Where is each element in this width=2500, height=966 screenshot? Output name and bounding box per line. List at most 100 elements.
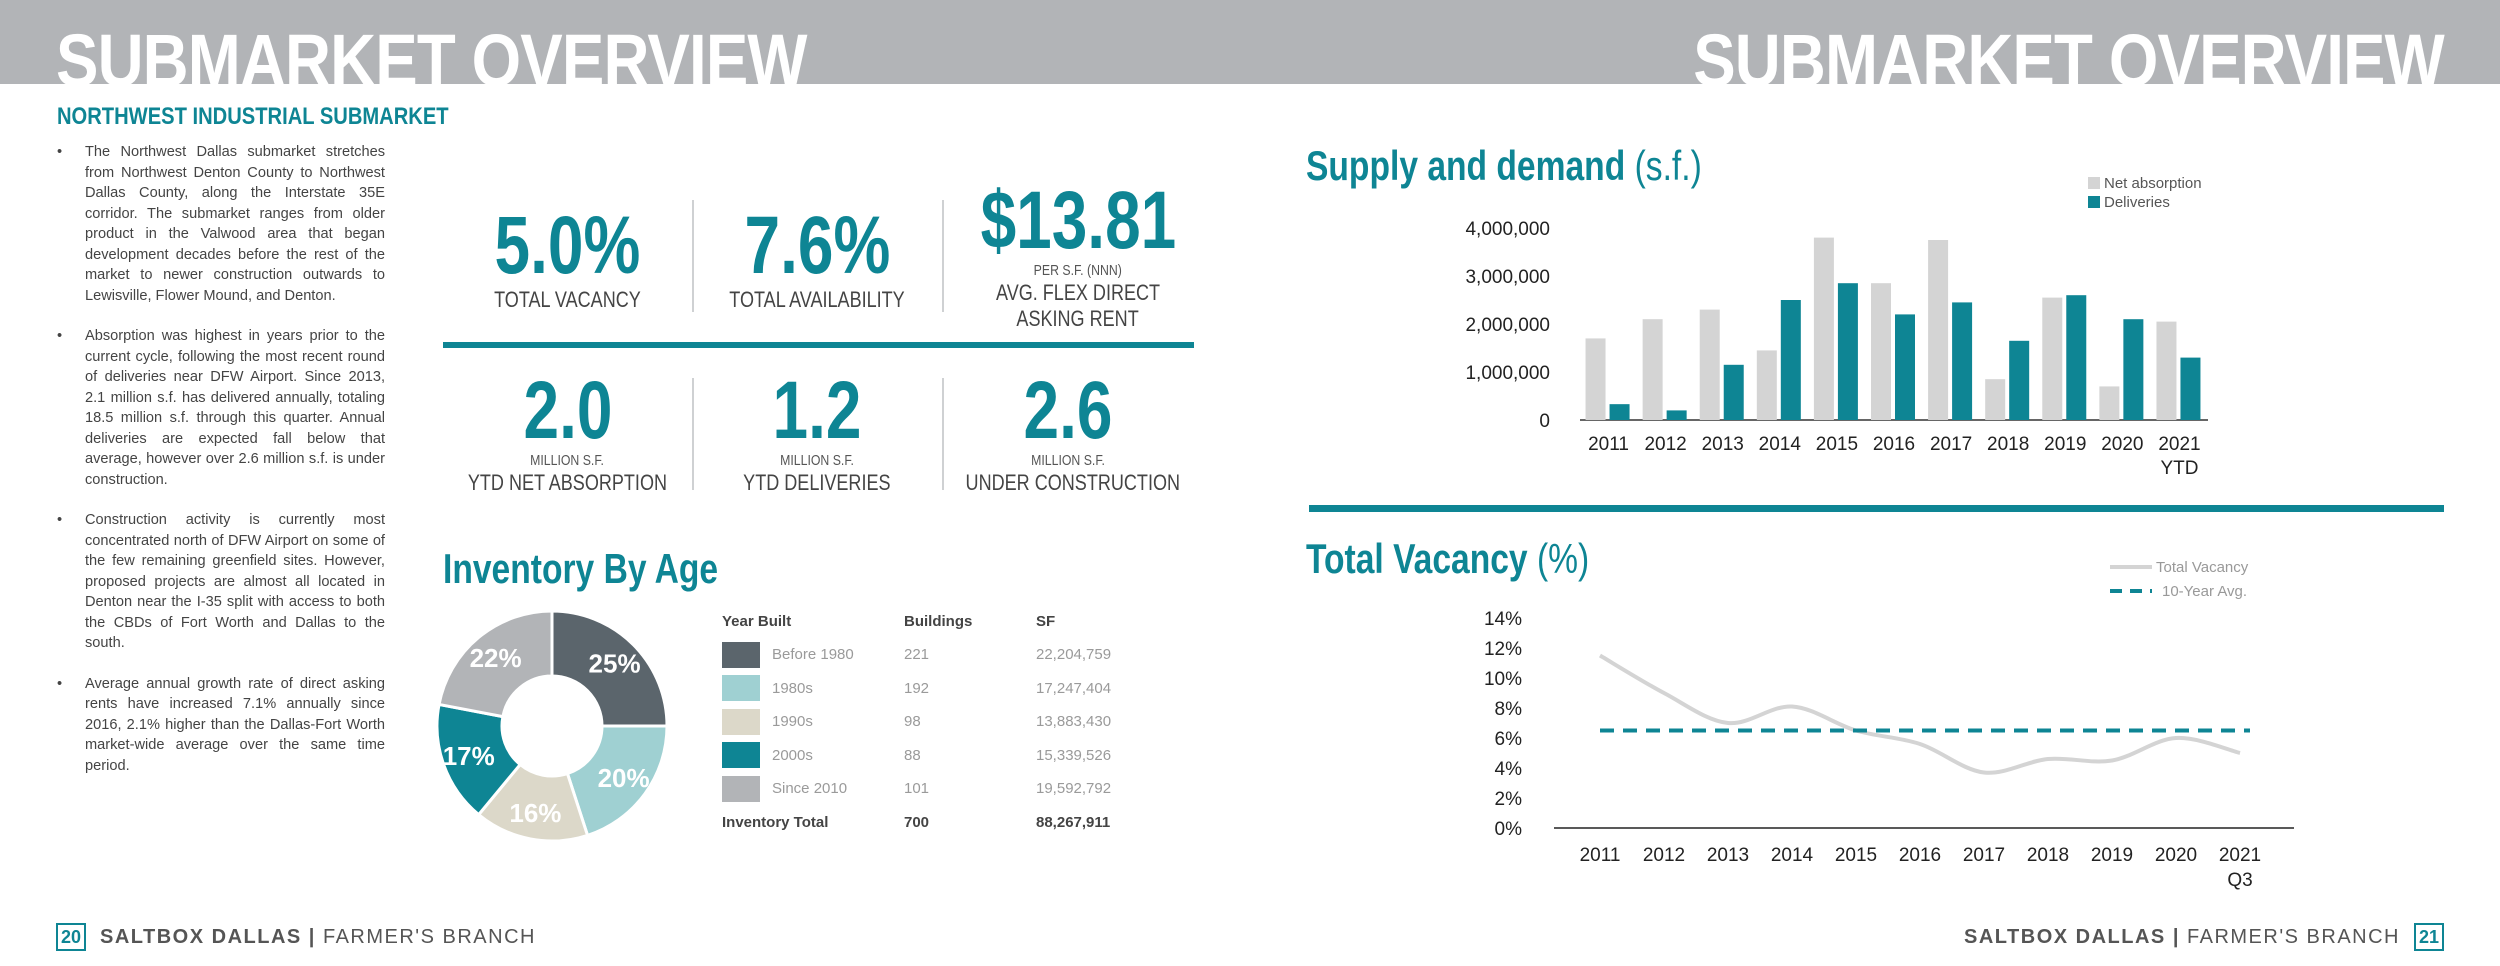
chart-title-unit: (s.f.) xyxy=(1634,142,1702,189)
bar-deliveries xyxy=(1609,404,1630,420)
y-tick-label: 1,000,000 xyxy=(1465,363,1550,384)
stat-total-vacancy: 5.0% TOTAL VACANCY xyxy=(440,205,695,313)
chart-title-unit: (%) xyxy=(1536,535,1590,582)
inventory-table: Year Built Buildings SF Before 1980 221 … xyxy=(722,604,1156,839)
stat-value: 5.0% xyxy=(494,200,641,291)
bar-net-absorption xyxy=(1813,237,1834,420)
brand-location: FARMER'S BRANCH xyxy=(2186,925,2400,948)
y-tick-label: 2,000,000 xyxy=(1465,315,1550,336)
row-buildings: 88 xyxy=(904,746,921,764)
y-tick-label: 12% xyxy=(1484,639,1522,660)
legend-label: 10-Year Avg. xyxy=(2162,583,2247,600)
bullet-icon: • xyxy=(57,144,63,160)
legend-label: Net absorption xyxy=(2104,175,2202,192)
x-tick-sublabel: Q3 xyxy=(2227,870,2252,891)
bullet-text: Absorption was highest in years prior to… xyxy=(85,328,385,488)
donut-slice xyxy=(565,724,669,838)
swatch xyxy=(722,708,760,735)
legend-swatch xyxy=(2088,196,2100,208)
bullet-text: The Northwest Dallas submarket stretches… xyxy=(85,144,385,304)
table-row: Since 2010 101 19,592,792 xyxy=(722,772,1156,806)
y-tick-label: 0 xyxy=(1539,411,1550,432)
x-tick-label: 2015 xyxy=(1816,434,1858,455)
bar-net-absorption xyxy=(1985,379,2006,420)
row-label: Before 1980 xyxy=(772,646,854,664)
stat-sublabel: MILLION S.F. xyxy=(780,452,854,469)
row-label: 1980s xyxy=(772,679,813,697)
bar-deliveries xyxy=(1895,314,1915,420)
bar-deliveries xyxy=(1837,283,1858,420)
bar-deliveries xyxy=(2009,340,2030,420)
row-buildings: 192 xyxy=(904,679,930,697)
chart-title: Total Vacancy xyxy=(1306,535,1528,582)
vacancy-line xyxy=(1598,653,2241,775)
divider xyxy=(692,378,694,490)
swatch xyxy=(722,641,760,668)
bullet-text: Average annual growth rate of direct ask… xyxy=(85,675,385,774)
bar-net-absorption xyxy=(1871,283,1891,420)
x-tick-label: 2021 xyxy=(2219,845,2261,866)
legend-label: Total Vacancy xyxy=(2156,559,2249,576)
row-label: Since 2010 xyxy=(772,780,848,798)
divider xyxy=(942,378,944,490)
swatch xyxy=(722,742,760,769)
table-row: 1980s 192 17,247,404 xyxy=(722,672,1156,706)
y-tick-label: 8% xyxy=(1495,699,1523,720)
supply-demand-bar-chart: 0 1,000,000 2,000,000 3,000,000 4,000,000 201… xyxy=(1465,175,2208,479)
y-tick-label: 3,000,000 xyxy=(1465,267,1550,288)
x-tick-label: 2011 xyxy=(1580,845,1621,866)
donut-slice xyxy=(437,609,554,719)
bullet-icon: • xyxy=(57,675,63,692)
footer-left: 20 SALTBOX DALLAS | FARMER'S BRANCH xyxy=(56,922,536,952)
swatch xyxy=(722,775,760,802)
legend-label: Deliveries xyxy=(2104,194,2170,211)
stat-label: YTD DELIVERIES xyxy=(743,470,891,495)
total-sf: 88,267,911 xyxy=(1036,813,1111,831)
x-tick-label: 2012 xyxy=(1643,845,1685,866)
stat-asking-rent: $13.81 PER S.F. (NNN) AVG. FLEX DIRECT A… xyxy=(942,180,1214,332)
y-tick-label: 10% xyxy=(1484,669,1522,690)
bar-deliveries xyxy=(1952,302,1973,420)
x-tick-label: 2020 xyxy=(2155,845,2197,866)
x-tick-label: 2011 xyxy=(1588,434,1629,455)
x-tick-label: 2013 xyxy=(1707,845,1749,866)
bar-net-absorption xyxy=(1585,338,1606,420)
x-tick-label: 2020 xyxy=(2101,434,2143,455)
section-divider xyxy=(443,342,1194,348)
x-tick-label: 2017 xyxy=(1930,434,1972,455)
row-buildings: 221 xyxy=(904,646,930,664)
x-tick-label: 2015 xyxy=(1835,845,1877,866)
stat-label: TOTAL AVAILABILITY xyxy=(729,287,905,312)
bar-deliveries xyxy=(1666,410,1687,420)
stat-label: AVG. FLEX DIRECT xyxy=(995,280,1161,305)
bar-deliveries xyxy=(2066,295,2087,420)
chart-title: Supply and demand xyxy=(1306,142,1626,189)
y-tick-label: 4% xyxy=(1495,759,1523,780)
stat-sublabel: PER S.F. (NNN) xyxy=(1033,262,1123,279)
total-vacancy-line-chart: 0% 2% 4% 6% 8% 10% 12% 14% 2011 2012 2013 2014 2015 2… xyxy=(1484,559,2294,891)
list-item: • Average annual growth rate of direct as… xyxy=(57,674,385,777)
bar-net-absorption xyxy=(1928,240,1949,420)
bullet-list: • The Northwest Dallas submarket stretche… xyxy=(57,142,385,796)
legend-swatch xyxy=(2088,177,2100,189)
header-band: SUBMARKET OVERVIEW SUBMARKET OVERVIEW xyxy=(0,0,2500,84)
stat-value: 2.0 xyxy=(523,365,612,456)
bar-net-absorption xyxy=(1642,319,1663,420)
page-number: 21 xyxy=(2414,923,2444,951)
stat-label: ASKING RENT xyxy=(1016,306,1140,331)
donut-slice-label: 22% xyxy=(470,643,522,673)
table-total-row: Inventory Total 700 88,267,911 xyxy=(722,806,1156,840)
x-tick-sublabel: YTD xyxy=(2160,458,2198,479)
bar-deliveries xyxy=(2180,357,2201,420)
column-header: Year Built xyxy=(722,613,792,630)
list-item: • The Northwest Dallas submarket stretche… xyxy=(57,142,385,306)
x-tick-label: 2019 xyxy=(2044,434,2086,455)
x-tick-label: 2016 xyxy=(1899,845,1941,866)
bar-deliveries xyxy=(1723,364,1744,420)
inventory-title: Inventory By Age xyxy=(443,545,719,592)
vacancy-title: Total Vacancy (%) xyxy=(1306,535,1589,583)
bar-net-absorption xyxy=(2156,321,2177,420)
y-tick-label: 14% xyxy=(1484,609,1522,630)
row-sf: 22,204,759 xyxy=(1036,646,1112,664)
x-tick-label: 2019 xyxy=(2091,845,2133,866)
